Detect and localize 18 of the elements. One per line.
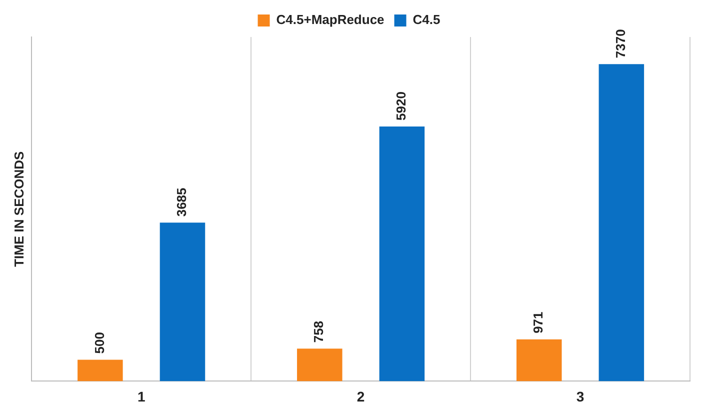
y-axis-title: TIME IN SECONDS	[11, 150, 26, 267]
x-tick-label: 2	[356, 388, 365, 404]
bar	[516, 339, 562, 382]
data-label: 500	[92, 332, 107, 354]
x-tick-label: 1	[137, 388, 146, 404]
bar	[598, 64, 644, 382]
data-label: 971	[530, 312, 546, 334]
data-label: 7370	[612, 29, 628, 58]
bar	[78, 360, 123, 382]
data-label: 3685	[174, 188, 190, 217]
x-tick-label: 3	[576, 388, 584, 404]
data-label: 5920	[394, 92, 409, 120]
data-label: 758	[311, 320, 326, 343]
legend-label: C4.5+MapReduce	[276, 12, 384, 28]
bar	[379, 126, 425, 382]
legend-label: C4.5	[412, 12, 440, 28]
bar	[297, 348, 342, 382]
bar	[160, 222, 206, 382]
